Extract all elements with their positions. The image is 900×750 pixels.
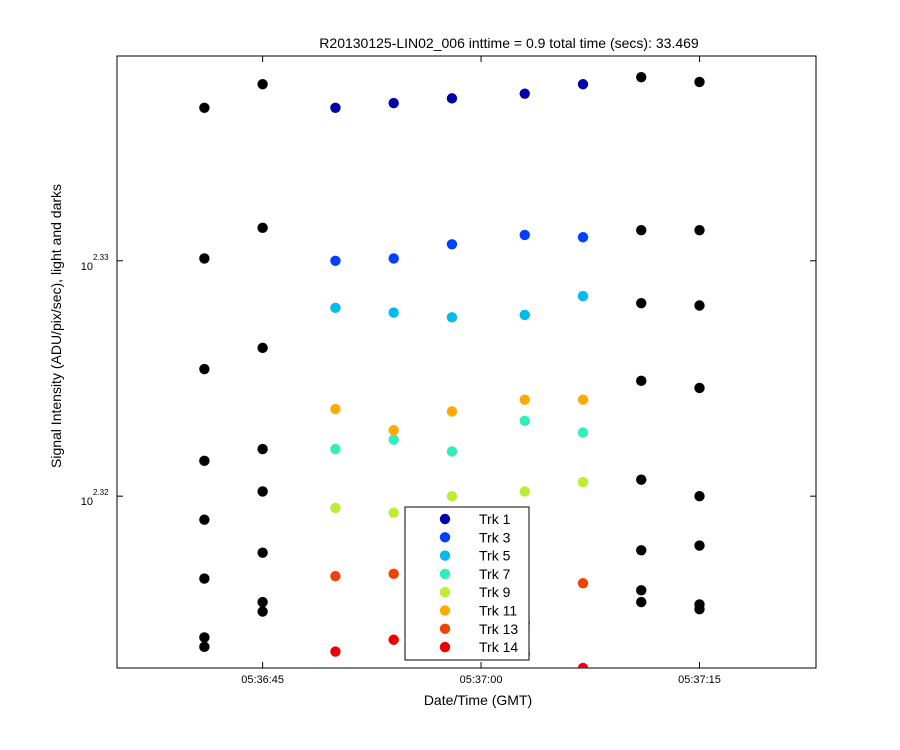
trk-13-point <box>330 571 341 582</box>
legend-marker-trk-5 <box>439 550 451 561</box>
y-tick-label-exponent: 2.33 <box>93 253 109 262</box>
x-tick-label: 05:37:00 <box>460 674 503 686</box>
y-axis-label: Signal Intensity (ADU/pix/sec), light an… <box>48 184 64 468</box>
trk-3-point <box>388 253 399 264</box>
dark-point <box>257 222 268 234</box>
trk-1-point <box>519 88 530 99</box>
y-tick-label-base: 10 <box>81 496 93 508</box>
dark-point <box>636 585 647 596</box>
trk-11-point <box>330 403 341 415</box>
dark-point <box>636 375 647 387</box>
dark-point <box>636 71 647 83</box>
dark-point <box>694 300 705 311</box>
trk-1-point <box>577 79 589 90</box>
trk-3-point <box>519 229 530 241</box>
trk-11-point <box>577 394 589 405</box>
trk-9-point <box>577 476 589 488</box>
legend-label-trk-7: Trk 7 <box>479 566 511 582</box>
chart-title: R20130125-LIN02_006 inttime = 0.9 total … <box>319 35 699 51</box>
dark-point <box>257 547 268 558</box>
dark-point <box>636 596 647 608</box>
dark-point <box>199 514 210 525</box>
legend-marker-trk-9 <box>439 587 451 598</box>
x-tick-label: 05:36:45 <box>241 674 284 686</box>
y-tick-label-base: 10 <box>81 261 93 273</box>
trk-11-point <box>446 406 458 417</box>
trk-5-point <box>519 309 530 321</box>
dark-point <box>199 641 210 653</box>
legend-marker-trk-14 <box>439 641 451 653</box>
dark-point <box>636 474 647 485</box>
dark-point <box>694 224 705 236</box>
trk-7-point <box>577 427 589 438</box>
trk-9-point <box>330 502 341 514</box>
trk-13-point <box>577 578 589 589</box>
trk-14-point <box>577 662 589 668</box>
legend-box <box>404 506 530 661</box>
legend: Trk 1 Trk 3 Trk 5 Trk 7 Trk 9 Trk 11 Trk 13 Trk… <box>404 506 530 661</box>
legend-label-trk-13: Trk 13 <box>479 621 518 637</box>
trk-3-point <box>446 239 458 250</box>
trk-1-point <box>446 93 458 104</box>
dark-point <box>257 443 268 455</box>
trk-7-point <box>388 434 399 445</box>
legend-marker-trk-1 <box>439 513 451 525</box>
y-tick-label-exponent: 2.32 <box>93 488 109 497</box>
trk-14-point <box>388 634 399 645</box>
legend-label-trk-5: Trk 5 <box>479 548 511 564</box>
dark-point <box>694 76 705 88</box>
dark-point <box>199 102 210 113</box>
dark-point <box>694 490 705 502</box>
dark-point <box>199 363 210 375</box>
dark-point <box>199 253 210 264</box>
x-tick-label: 05:37:15 <box>678 674 721 686</box>
dark-point <box>257 596 268 608</box>
x-axis-label: Date/Time (GMT) <box>424 692 532 708</box>
trk-7-point <box>519 415 530 427</box>
legend-label-trk-3: Trk 3 <box>479 529 511 545</box>
dark-point <box>636 297 647 309</box>
dark-point <box>257 342 268 354</box>
legend-label-trk-1: Trk 1 <box>479 511 511 527</box>
axes-frame <box>116 55 817 669</box>
legend-label-trk-9: Trk 9 <box>479 584 511 600</box>
trk-14-point <box>330 646 341 657</box>
dark-point <box>199 632 210 643</box>
legend-marker-trk-3 <box>439 532 451 543</box>
trk-1-point <box>330 102 341 113</box>
legend-marker-trk-13 <box>439 623 451 634</box>
trk-9-point <box>388 507 399 518</box>
dark-point <box>257 79 268 90</box>
legend-label-trk-14: Trk 14 <box>479 639 518 655</box>
trk-11-point <box>388 425 399 436</box>
trk-7-point <box>330 443 341 455</box>
legend-marker-trk-11 <box>439 605 451 616</box>
trk-1-point <box>388 97 399 109</box>
dark-point <box>636 545 647 556</box>
trk-5-point <box>446 312 458 323</box>
trk-7-point <box>446 446 458 457</box>
trk-9-point <box>519 486 530 497</box>
dark-point <box>694 540 705 551</box>
trk-5-point <box>577 290 589 302</box>
dark-point <box>199 573 210 584</box>
trk-13-point <box>388 568 399 580</box>
dark-point <box>257 606 268 617</box>
trk-5-point <box>388 307 399 318</box>
trk-3-point <box>577 232 589 243</box>
trk-11-point <box>519 394 530 405</box>
legend-marker-trk-7 <box>439 568 451 580</box>
dark-point <box>694 603 705 615</box>
dark-point <box>694 382 705 394</box>
dark-point <box>199 455 210 467</box>
trk-9-point <box>446 490 458 502</box>
legend-label-trk-11: Trk 11 <box>479 603 517 619</box>
trk-5-point <box>330 302 341 314</box>
dark-point <box>257 486 268 497</box>
trk-3-point <box>330 255 341 266</box>
dark-point <box>636 224 647 236</box>
